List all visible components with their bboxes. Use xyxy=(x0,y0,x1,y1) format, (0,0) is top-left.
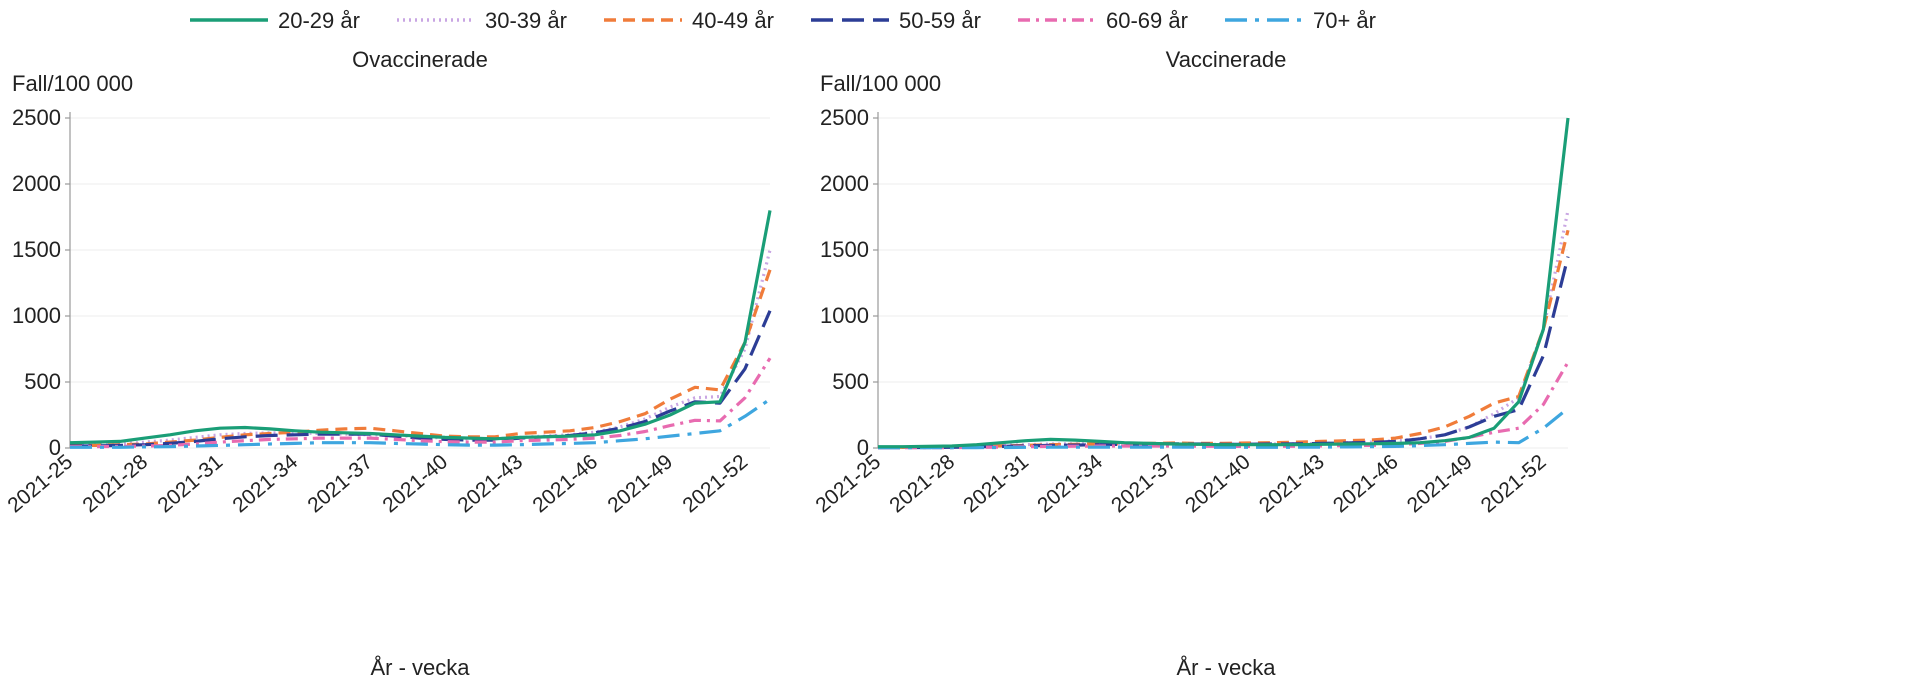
y-tick-label: 500 xyxy=(832,369,869,394)
series-line-20-29-r xyxy=(878,117,1570,449)
x-axis-label: År - vecka xyxy=(1176,655,1276,680)
y-tick-label: 1000 xyxy=(820,303,869,328)
legend-item-70-r: 70+ år xyxy=(1225,8,1376,33)
y-tick-label: 2000 xyxy=(12,171,61,196)
series-lines xyxy=(878,117,1570,450)
panel-title: Vaccinerade xyxy=(1166,47,1287,72)
series-lines xyxy=(70,210,772,449)
x-tick-label: 2021-28 xyxy=(78,450,152,517)
legend-label: 70+ år xyxy=(1313,8,1376,33)
y-tick-label: 2500 xyxy=(12,105,61,130)
series-line-30-39-r xyxy=(878,210,1570,449)
x-tick-label: 2021-31 xyxy=(153,450,227,517)
x-tick-label: 2021-25 xyxy=(3,450,77,517)
legend-label: 50-59 år xyxy=(899,8,981,33)
series-line-20-29-r xyxy=(70,210,772,445)
x-tick-label: 2021-43 xyxy=(1255,450,1329,517)
y-tick-label: 2000 xyxy=(820,171,869,196)
series-line-60-69-r xyxy=(878,361,1570,450)
legend-label: 40-49 år xyxy=(692,8,774,33)
x-tick-label: 2021-49 xyxy=(1403,450,1477,517)
y-tick-label: 1500 xyxy=(820,237,869,262)
legend-label: 60-69 år xyxy=(1106,8,1188,33)
legend-item-40-49-r: 40-49 år xyxy=(604,8,774,33)
series-line-40-49-r xyxy=(878,229,1570,449)
legend-item-30-39-r: 30-39 år xyxy=(397,8,567,33)
x-tick-label: 2021-52 xyxy=(678,450,752,517)
x-tick-label: 2021-40 xyxy=(378,450,452,517)
y-tick-label: 2500 xyxy=(820,105,869,130)
x-tick-label: 2021-46 xyxy=(1329,450,1403,517)
x-tick-label: 2021-34 xyxy=(1033,450,1107,517)
series-line-70-r xyxy=(878,407,1570,450)
x-tick-label: 2021-49 xyxy=(603,450,677,517)
y-tick-label: 500 xyxy=(24,369,61,394)
panel-ovaccinerade: Ovaccinerade Fall/100 000 0 500 1000 1500 2000… xyxy=(3,47,772,680)
x-tick-label: 2021-25 xyxy=(811,450,885,517)
y-axis-label: Fall/100 000 xyxy=(820,71,941,96)
series-line-50-59-r xyxy=(70,310,772,448)
legend-label: 30-39 år xyxy=(485,8,567,33)
series-line-40-49-r xyxy=(70,269,772,447)
x-tick-label: 2021-52 xyxy=(1477,450,1551,517)
y-tick-label: 0 xyxy=(857,435,869,460)
y-tick-label: 1500 xyxy=(12,237,61,262)
x-tick-label: 2021-43 xyxy=(453,450,527,517)
x-tick-label: 2021-34 xyxy=(228,450,302,517)
x-tick-label: 2021-46 xyxy=(528,450,602,517)
panel-vaccinerade: Vaccinerade Fall/100 000 0 500 1000 1500 2000 2… xyxy=(811,47,1570,680)
x-tick-label: 2021-40 xyxy=(1181,450,1255,517)
x-tick-label: 2021-37 xyxy=(1107,450,1181,517)
legend-item-50-59-r: 50-59 år xyxy=(811,8,981,33)
x-tick-label: 2021-28 xyxy=(885,450,959,517)
legend-label: 20-29 år xyxy=(278,8,360,33)
legend: 20-29 år 30-39 år 40-49 år 50-59 år 60-69 år… xyxy=(190,8,1376,33)
legend-item-60-69-r: 60-69 år xyxy=(1018,8,1188,33)
y-tick-label: 1000 xyxy=(12,303,61,328)
series-line-60-69-r xyxy=(70,357,772,449)
x-axis-label: År - vecka xyxy=(370,655,470,680)
series-line-70-r xyxy=(70,397,771,449)
x-tick-label: 2021-37 xyxy=(303,450,377,517)
x-tick-label: 2021-31 xyxy=(959,450,1033,517)
y-tick-label: 0 xyxy=(49,435,61,460)
panel-title: Ovaccinerade xyxy=(352,47,488,72)
y-axis-label: Fall/100 000 xyxy=(12,71,133,96)
legend-item-20-29-r: 20-29 år xyxy=(190,8,360,33)
